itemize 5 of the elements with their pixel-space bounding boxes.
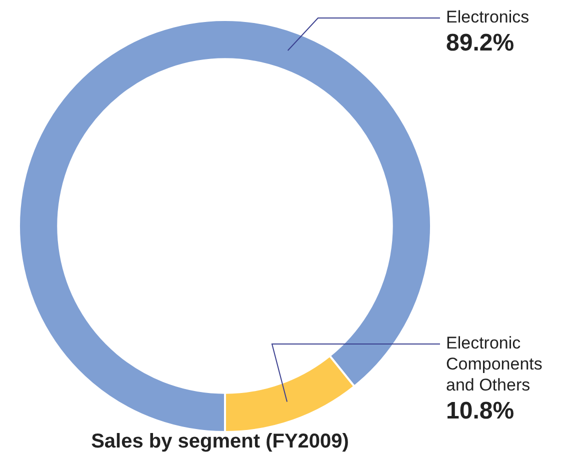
- slice-label: Electronics: [446, 8, 530, 27]
- data-label: 89.2%: [446, 30, 514, 57]
- data-label: 10.8%: [446, 398, 514, 425]
- slice-label: Electronic Components and Others: [446, 334, 542, 395]
- text: Sales by segment (FY2009): [91, 430, 349, 453]
